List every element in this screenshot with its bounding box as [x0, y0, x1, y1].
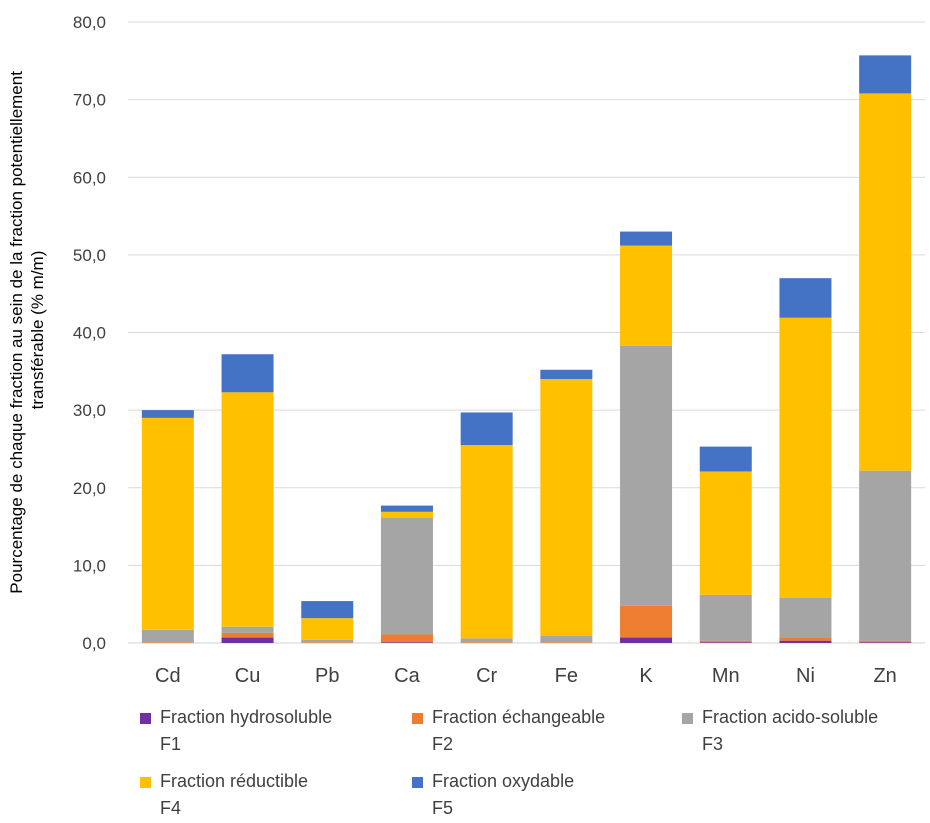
- legend-label-f3-line-1: Fraction acido-soluble: [702, 707, 879, 727]
- y-tick-label: 60,0: [73, 168, 106, 187]
- legend-swatch-f5: [412, 777, 423, 788]
- bar-segment-pb-f4: [301, 618, 354, 640]
- bar-segment-k-f5: [620, 231, 673, 246]
- bar-segment-cd-f5: [141, 410, 194, 418]
- legend-swatch-f1: [140, 713, 151, 724]
- x-tick-labels: Cd Cu Pb Ca Cr Fe K Mn Ni Zn: [155, 665, 897, 687]
- y-tick-label: 20,0: [73, 479, 106, 498]
- bar-segment-mn-f3: [699, 594, 752, 641]
- y-tick-label: 40,0: [73, 324, 106, 343]
- bar-segment-mn-f4: [699, 471, 752, 595]
- bar-segment-ca-f2: [380, 634, 433, 643]
- bar-segment-ni-f1: [779, 640, 832, 643]
- bar-segment-mn-f1: [699, 642, 752, 643]
- bar-segment-mn-f5: [699, 446, 752, 472]
- bar-segment-zn-f5: [859, 55, 912, 94]
- bar-segment-cr-f3: [460, 638, 513, 643]
- legend-item-f4: Fraction réductible F4: [140, 768, 400, 822]
- y-tick-label: 80,0: [73, 13, 106, 32]
- legend-item-f1: Fraction hydrosoluble F1: [140, 704, 400, 758]
- legend-label-f1-line-1: Fraction hydrosoluble: [160, 707, 333, 727]
- y-tick-label: 0,0: [82, 634, 106, 653]
- bar-segment-ca-f5: [380, 505, 433, 512]
- bar-segment-cr-f4: [460, 445, 513, 639]
- bar-segment-ca-f1: [380, 642, 433, 643]
- legend-label-f4-line-1: Fraction réductible: [160, 771, 309, 791]
- legend-swatch-f3: [682, 713, 693, 724]
- bar-segment-cd-f4: [141, 417, 194, 630]
- bar-segment-k-f3: [620, 345, 673, 606]
- bar-segment-ni-f2: [779, 637, 832, 641]
- bar-segment-fe-f4: [540, 379, 593, 637]
- y-tick-label: 10,0: [73, 556, 106, 575]
- y-tick-labels: 0,0 10,0 20,0 30,0 40,0 50,0 60,0 70,0 80,0: [73, 13, 106, 653]
- bar-segment-cd-f3: [141, 629, 194, 643]
- legend-item-f3: Fraction acido-soluble F3: [682, 704, 930, 758]
- bar-segment-zn-f4: [859, 93, 912, 471]
- legend-label-f5-line-1: Fraction oxydable: [432, 771, 575, 791]
- bar-segment-pb-f3: [301, 639, 354, 643]
- chart: 0,0 10,0 20,0 30,0 40,0 50,0 60,0 70,0 80,0 Cd Cu…: [7, 13, 925, 687]
- x-tick-label: Zn: [873, 665, 896, 687]
- y-tick-label: 70,0: [73, 91, 106, 110]
- x-tick-label: K: [639, 665, 653, 687]
- x-tick-label: Fe: [555, 665, 578, 687]
- bar-segment-fe-f3: [540, 636, 593, 643]
- legend-label-f2-line-2: F2: [432, 734, 454, 754]
- bar-segment-ni-f5: [779, 278, 832, 318]
- legend-label-f4-line-2: F4: [160, 798, 182, 818]
- bar-segment-zn-f2: [859, 640, 912, 643]
- bar-segment-k-f2: [620, 605, 673, 638]
- bar-segment-cu-f3: [221, 626, 274, 633]
- legend-swatch-f2: [412, 713, 423, 724]
- legend-item-f5: Fraction oxydable F5: [412, 768, 672, 822]
- bar-segment-cr-f2: [460, 642, 513, 643]
- legend-swatch-f4: [140, 777, 151, 788]
- legend-label-f1: Fraction hydrosoluble F1: [160, 704, 400, 758]
- bar-segment-fe-f5: [540, 369, 593, 380]
- bar-segment-cr-f5: [460, 412, 513, 446]
- bar-segment-ca-f3: [380, 518, 433, 635]
- bar-segment-cu-f1: [221, 637, 274, 643]
- bar-segment-k-f4: [620, 245, 673, 346]
- legend-label-f1-line-2: F1: [160, 734, 182, 754]
- legend-label-f4: Fraction réductible F4: [160, 768, 400, 822]
- legend-label-f2: Fraction échangeable F2: [432, 704, 672, 758]
- bar-segment-cu-f4: [221, 392, 274, 627]
- bar-segment-k-f1: [620, 637, 673, 643]
- bar-segment-ni-f3: [779, 597, 832, 638]
- bar-segment-zn-f3: [859, 470, 912, 641]
- bars: [141, 55, 912, 643]
- x-tick-label: Ca: [394, 665, 420, 687]
- legend-item-f2: Fraction échangeable F2: [412, 704, 672, 758]
- x-tick-label: Mn: [712, 665, 740, 687]
- y-axis-title-line-1: Pourcentage de chaque fraction au sein d…: [7, 71, 26, 594]
- x-tick-label: Cu: [235, 665, 261, 687]
- x-tick-label: Pb: [315, 665, 339, 687]
- bar-segment-cd-f2: [141, 642, 194, 643]
- legend-label-f5-line-2: F5: [432, 798, 454, 818]
- y-tick-label: 50,0: [73, 246, 106, 265]
- y-tick-label: 30,0: [73, 401, 106, 420]
- bar-segment-ca-f4: [380, 511, 433, 519]
- x-tick-label: Ni: [796, 665, 815, 687]
- y-axis-title-line-2: transférable (% m/m): [28, 251, 47, 410]
- legend-label-f2-line-1: Fraction échangeable: [432, 707, 606, 727]
- bar-segment-zn-f1: [859, 642, 912, 643]
- legend-label-f5: Fraction oxydable F5: [432, 768, 672, 822]
- x-tick-label: Cd: [155, 665, 181, 687]
- bar-segment-cu-f5: [221, 354, 274, 393]
- bar-segment-ni-f4: [779, 317, 832, 598]
- y-axis-title: Pourcentage de chaque fraction au sein d…: [7, 66, 47, 593]
- bar-segment-mn-f2: [699, 640, 752, 643]
- bar-segment-pb-f2: [301, 642, 354, 643]
- bar-segment-fe-f2: [540, 642, 593, 643]
- bar-segment-pb-f5: [301, 601, 354, 619]
- legend-label-f3: Fraction acido-soluble F3: [702, 704, 930, 758]
- x-tick-label: Cr: [476, 665, 497, 687]
- legend-label-f3-line-2: F3: [702, 734, 724, 754]
- bar-segment-cu-f2: [221, 632, 274, 638]
